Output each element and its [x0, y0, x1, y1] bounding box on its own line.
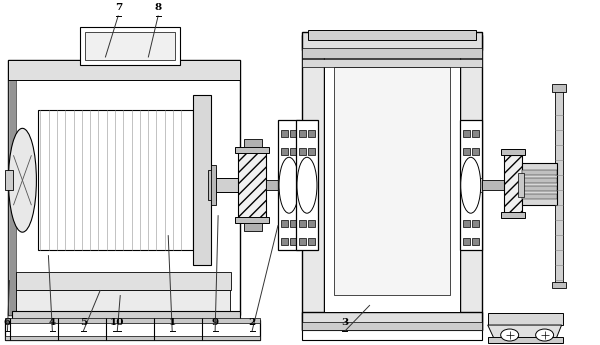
Bar	[302, 330, 482, 340]
Bar	[460, 120, 482, 250]
Bar	[472, 148, 479, 155]
Polygon shape	[488, 325, 562, 340]
Text: 4: 4	[49, 318, 56, 327]
Text: 2: 2	[248, 318, 256, 327]
Bar	[521, 194, 557, 199]
Bar	[521, 178, 557, 183]
Bar	[463, 130, 470, 137]
Bar	[290, 238, 297, 245]
Bar	[299, 130, 306, 137]
Text: 3: 3	[341, 318, 349, 327]
Bar	[235, 147, 269, 153]
Bar	[211, 178, 243, 192]
Bar	[308, 130, 315, 137]
Ellipse shape	[500, 329, 518, 341]
Bar	[278, 178, 300, 192]
Bar	[302, 36, 324, 330]
Bar	[281, 148, 288, 155]
Bar	[5, 170, 13, 190]
Bar	[551, 85, 566, 92]
Bar	[554, 90, 563, 285]
Bar	[308, 30, 476, 40]
Bar	[80, 28, 180, 66]
Polygon shape	[16, 290, 230, 315]
Text: 7: 7	[115, 2, 122, 11]
Bar	[8, 60, 240, 80]
Bar	[238, 150, 266, 220]
Text: 1: 1	[169, 318, 176, 327]
Bar	[521, 163, 557, 205]
Bar	[472, 238, 479, 245]
Bar	[472, 220, 479, 227]
Bar	[290, 148, 297, 155]
Bar	[299, 238, 306, 245]
Bar	[308, 148, 315, 155]
Text: 10: 10	[110, 318, 125, 327]
Bar	[5, 320, 260, 340]
Bar	[244, 139, 262, 147]
Bar	[472, 130, 479, 137]
Bar	[302, 312, 482, 330]
Bar	[302, 32, 482, 50]
Bar	[460, 178, 482, 192]
Bar	[521, 170, 557, 175]
Bar	[302, 322, 482, 330]
Bar	[193, 95, 211, 265]
Bar	[482, 180, 503, 190]
Bar	[463, 148, 470, 155]
Bar	[463, 238, 470, 245]
Bar	[302, 59, 482, 67]
Bar	[8, 60, 16, 315]
Bar	[500, 212, 524, 218]
Bar	[299, 220, 306, 227]
Bar	[281, 238, 288, 245]
Text: 9: 9	[212, 318, 218, 327]
Ellipse shape	[536, 329, 554, 341]
Bar	[521, 186, 557, 191]
Bar	[244, 223, 262, 231]
Bar	[302, 48, 482, 58]
Ellipse shape	[8, 128, 37, 232]
Bar	[308, 220, 315, 227]
Bar	[500, 149, 524, 155]
Bar	[278, 120, 300, 250]
Bar	[488, 313, 563, 325]
Text: 8: 8	[155, 2, 162, 11]
Bar	[281, 220, 288, 227]
Bar	[503, 155, 521, 215]
Ellipse shape	[461, 157, 481, 213]
Bar	[211, 165, 216, 205]
Bar	[290, 130, 297, 137]
Bar	[5, 336, 260, 340]
Bar	[13, 311, 240, 323]
Ellipse shape	[279, 157, 299, 213]
Text: 6: 6	[4, 318, 11, 327]
Bar	[460, 36, 482, 330]
Bar	[463, 220, 470, 227]
Bar	[299, 148, 306, 155]
Bar	[518, 173, 524, 197]
Bar	[266, 180, 286, 190]
Bar	[5, 318, 260, 323]
Bar	[281, 130, 288, 137]
Bar	[334, 67, 450, 295]
Bar	[16, 272, 231, 290]
Bar	[324, 50, 460, 312]
Bar	[208, 170, 216, 200]
Bar	[235, 217, 269, 223]
Bar	[551, 282, 566, 288]
Bar	[296, 120, 318, 250]
Bar	[290, 220, 297, 227]
Bar	[85, 32, 175, 60]
Text: 5: 5	[80, 318, 87, 327]
Bar	[308, 238, 315, 245]
Bar	[488, 337, 563, 343]
Bar	[38, 110, 193, 250]
Ellipse shape	[297, 157, 317, 213]
Bar	[8, 60, 240, 315]
